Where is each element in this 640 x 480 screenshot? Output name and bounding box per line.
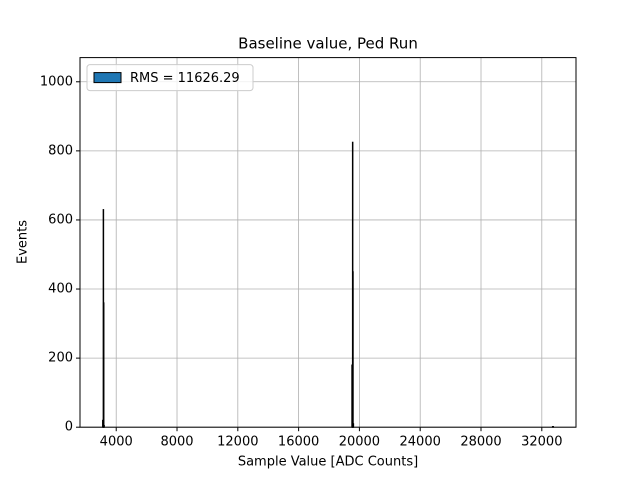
legend: RMS = 11626.29 [86,64,254,92]
axes-frame [79,57,577,428]
x-tick-label: 32000 [521,435,562,450]
x-tick-label: 12000 [217,435,258,450]
histogram-bar [352,271,354,428]
y-tick-label: 600 [48,212,73,227]
y-tick-label: 200 [48,351,73,366]
legend-label: RMS = 11626.29 [130,71,240,86]
x-axis-label: Sample Value [ADC Counts] [238,455,418,470]
x-tick-label: 16000 [278,435,319,450]
x-tick-label: 20000 [339,435,380,450]
y-tick-label: 400 [48,282,73,297]
histogram-bar [352,423,355,428]
y-tick-label: 1000 [40,74,73,89]
legend-box [86,64,254,92]
legend-swatch [93,72,122,84]
histogram-bar [102,302,105,428]
y-tick-label: 800 [48,143,73,158]
x-tick-label: 8000 [160,435,193,450]
x-tick-label: 28000 [460,435,501,450]
y-tick-label: 0 [65,420,73,435]
x-tick-label: 4000 [100,435,133,450]
x-tick-label: 24000 [400,435,441,450]
chart-title: Baseline value, Ped Run [238,35,418,53]
y-axis-label: Events [16,220,31,264]
